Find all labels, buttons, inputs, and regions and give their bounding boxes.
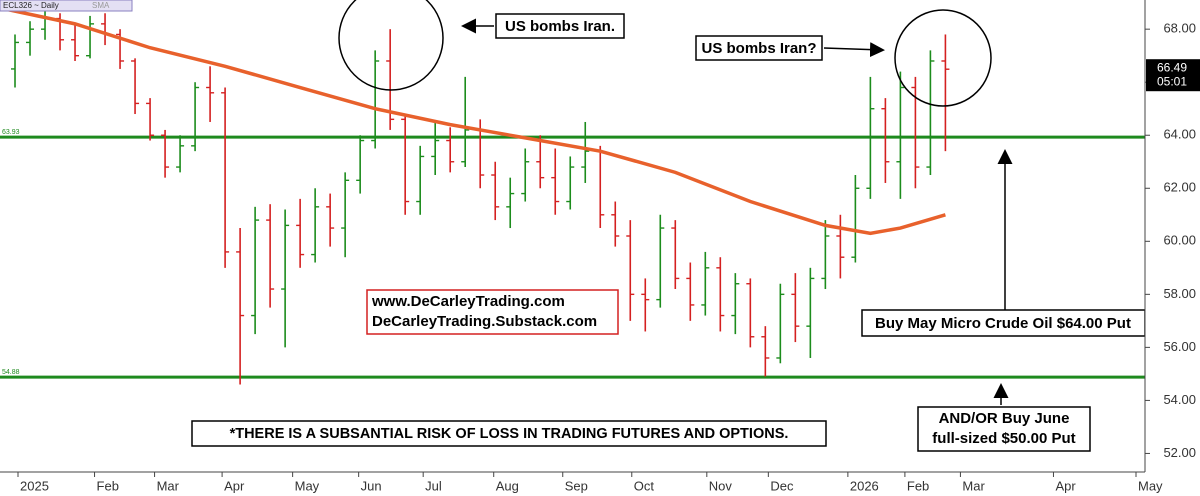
level-label: 63.93 — [2, 129, 20, 136]
y-tick-label: 56.00 — [1163, 339, 1196, 354]
y-tick-label: 58.00 — [1163, 286, 1196, 301]
annotation-box — [495, 13, 625, 39]
y-tick-label: 64.00 — [1163, 127, 1196, 142]
x-tick-label: Mar — [157, 478, 180, 493]
x-tick-label: Apr — [1055, 478, 1076, 493]
y-tick-label: 60.00 — [1163, 233, 1196, 248]
annotation: DeCarleyTrading.Substack.com — [372, 313, 597, 330]
annotation-box — [695, 35, 823, 61]
annotation: US bombs Iran? — [701, 40, 816, 57]
sma-line — [0, 6, 946, 236]
annotation: Buy May Micro Crude Oil $64.00 Put — [875, 315, 1131, 332]
annotation-box — [917, 406, 1091, 452]
annotation-box — [366, 289, 619, 335]
indicator: SMA — [92, 1, 110, 10]
annotation: full-sized $50.00 Put — [932, 430, 1075, 447]
arrow — [823, 42, 885, 58]
symbol: ECL326 ~ Daily — [3, 1, 59, 10]
x-tick-label: Nov — [709, 478, 733, 493]
highlight-circle — [894, 9, 992, 107]
x-tick-label: Jul — [425, 478, 442, 493]
header-box — [0, 0, 133, 12]
annotation: AND/OR Buy June — [939, 410, 1070, 427]
x-axis-area — [0, 472, 1145, 496]
price-tag-value: 66.49 — [1157, 60, 1187, 74]
disclaimer-box — [191, 420, 827, 447]
y-tick-label: 54.00 — [1163, 392, 1196, 407]
level-label: 54.88 — [2, 369, 20, 376]
x-tick-label: Feb — [907, 478, 929, 493]
x-tick-label: Dec — [770, 478, 794, 493]
price-tag — [1146, 59, 1200, 92]
marks: 63.93 54.88 — [0, 6, 1145, 385]
annotation: www.DeCarleyTrading.com — [371, 293, 565, 310]
highlight-circle — [338, 0, 444, 91]
x-tick-label: Aug — [496, 478, 519, 493]
disclaimer: *THERE IS A SUBSANTIAL RISK OF LOSS IN T… — [230, 426, 789, 442]
annotation-box — [861, 309, 1146, 337]
y-tick-label: 52.00 — [1163, 445, 1196, 460]
x-tick-label: Mar — [962, 478, 985, 493]
annotation: US bombs Iran. — [505, 18, 615, 35]
x-tick-label: Apr — [224, 478, 245, 493]
y-tick-label: 62.00 — [1163, 180, 1196, 195]
x-tick-label: 2026 — [850, 478, 879, 493]
x-tick-label: Jun — [361, 478, 382, 493]
x-tick-label: May — [295, 478, 320, 493]
x-tick-label: Feb — [97, 478, 119, 493]
plot-area — [0, 0, 1145, 472]
y-tick-label: 68.00 — [1163, 21, 1196, 36]
x-tick-label: 2025 — [20, 478, 49, 493]
x-tick-label: May — [1138, 478, 1163, 493]
x-tick-label: Oct — [634, 478, 655, 493]
price-tag-timer: 05:01 — [1157, 74, 1187, 88]
x-tick-label: Sep — [565, 478, 588, 493]
